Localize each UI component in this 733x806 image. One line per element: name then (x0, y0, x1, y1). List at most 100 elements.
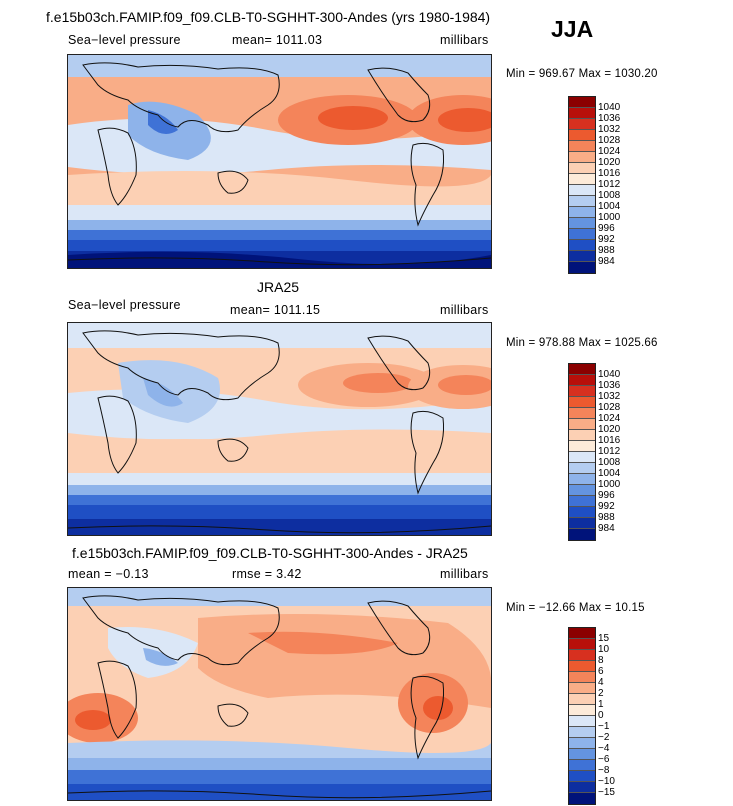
panel-3-colorbar-swatch-15 (569, 793, 595, 804)
panel-2-colorbar-swatch-6 (569, 430, 595, 441)
panel-2-colorbar-swatch-8 (569, 452, 595, 463)
panel-3-units: millibars (440, 567, 489, 581)
panel-3-colorbar-label-2: 8 (598, 655, 604, 666)
panel-3-colorbar-swatch-8 (569, 716, 595, 727)
panel-1-colorbar (568, 96, 596, 274)
panel-3-colorbar-label-4: 4 (598, 677, 604, 688)
panel-3-colorbar-swatch-1 (569, 639, 595, 650)
panel-3-colorbar-swatch-5 (569, 683, 595, 694)
panel-1-colorbar-label-6: 1016 (598, 168, 621, 179)
panel-3-colorbar-label-1: 10 (598, 644, 610, 655)
panel-1-field (68, 55, 491, 268)
panel-1-colorbar-label-14: 984 (598, 256, 615, 267)
panel-1-colorbar-swatch-13 (569, 240, 595, 251)
panel-1-mean: mean= 1011.03 (232, 33, 323, 47)
panel-3-colorbar-label-9: −2 (598, 732, 610, 743)
panel-2-colorbar-swatch-1 (569, 375, 595, 386)
panel-3-rmse: rmse = 3.42 (232, 567, 302, 581)
panel-3-title: f.e15b03ch.FAMIP.f09_f09.CLB-T0-SGHHT-30… (72, 545, 468, 561)
panel-1-colorbar-label-13: 988 (598, 245, 615, 256)
panel-3-colorbar-label-0: 15 (598, 633, 610, 644)
panel-1-colorbar-swatch-7 (569, 174, 595, 185)
panel-2-colorbar-label-7: 1012 (598, 446, 621, 457)
panel-1-colorbar-swatch-2 (569, 119, 595, 130)
panel-1-colorbar-swatch-12 (569, 229, 595, 240)
panel-3-mean: mean = −0.13 (68, 567, 149, 581)
panel-1-colorbar-swatch-14 (569, 251, 595, 262)
panel-3-colorbar-label-14: −15 (598, 787, 615, 798)
panel-3-colorbar-label-13: −10 (598, 776, 615, 787)
panel-2-colorbar-label-3: 1028 (598, 402, 621, 413)
panel-1-colorbar-label-9: 1004 (598, 201, 621, 212)
panel-3-colorbar-swatch-10 (569, 738, 595, 749)
panel-3-colorbar-label-10: −4 (598, 743, 610, 754)
panel-2-colorbar (568, 363, 596, 541)
panel-2-colorbar-swatch-4 (569, 408, 595, 419)
panel-1-colorbar-swatch-6 (569, 163, 595, 174)
panel-1-colorbar-label-1: 1036 (598, 113, 621, 124)
panel-2-colorbar-swatch-5 (569, 419, 595, 430)
panel-3-colorbar-swatch-4 (569, 672, 595, 683)
panel-1-colorbar-label-12: 992 (598, 234, 615, 245)
panel-2-colorbar-swatch-3 (569, 397, 595, 408)
panel-2-colorbar-swatch-15 (569, 529, 595, 540)
panel-2-colorbar-label-9: 1004 (598, 468, 621, 479)
panel-1-colorbar-label-8: 1008 (598, 190, 621, 201)
panel-2-mean: mean= 1011.15 (230, 303, 321, 317)
panel-2-colorbar-label-6: 1016 (598, 435, 621, 446)
panel-3-colorbar-label-11: −6 (598, 754, 610, 765)
panel-2-colorbar-swatch-10 (569, 474, 595, 485)
panel-3-colorbar-swatch-14 (569, 782, 595, 793)
panel-1-colorbar-label-4: 1024 (598, 146, 621, 157)
panel-2-colorbar-swatch-7 (569, 441, 595, 452)
panel-2-colorbar-swatch-11 (569, 485, 595, 496)
panel-1-colorbar-swatch-3 (569, 130, 595, 141)
panel-3-map (67, 587, 492, 801)
panel-2-colorbar-label-2: 1032 (598, 391, 621, 402)
panel-1-colorbar-swatch-4 (569, 141, 595, 152)
panel-3-colorbar-labels: 15 10 8 6 4 2 1 0 −1 −2 −4 −6 −8 −10 −15 (598, 627, 615, 803)
panel-2-variable: Sea−level pressure (68, 298, 181, 312)
panel-1-colorbar-label-10: 1000 (598, 212, 621, 223)
panel-1-colorbar-swatch-11 (569, 218, 595, 229)
panel-1-colorbar-swatch-8 (569, 185, 595, 196)
panel-1-colorbar-swatch-0 (569, 97, 595, 108)
panel-1-colorbar-swatch-9 (569, 196, 595, 207)
panel-3-colorbar-label-7: 0 (598, 710, 604, 721)
panel-3-colorbar-label-12: −8 (598, 765, 610, 776)
panel-1-title: f.e15b03ch.FAMIP.f09_f09.CLB-T0-SGHHT-30… (46, 9, 491, 25)
panel-3-colorbar-label-6: 1 (598, 699, 604, 710)
panel-3-colorbar-swatch-3 (569, 661, 595, 672)
panel-3-colorbar (568, 627, 596, 805)
panel-2-units: millibars (440, 303, 489, 317)
panel-2-colorbar-swatch-0 (569, 364, 595, 375)
panel-3-colorbar-label-5: 2 (598, 688, 604, 699)
panel-3-colorbar-swatch-6 (569, 694, 595, 705)
panel-3-minmax: Min = −12.66 Max = 10.15 (506, 602, 645, 614)
panel-3-colorbar-swatch-2 (569, 650, 595, 661)
panel-3-field (68, 588, 491, 800)
panel-2-colorbar-swatch-13 (569, 507, 595, 518)
panel-3-colorbar-swatch-7 (569, 705, 595, 716)
panel-2-colorbar-swatch-9 (569, 463, 595, 474)
panel-2-colorbar-label-4: 1024 (598, 413, 621, 424)
panel-3-colorbar-swatch-13 (569, 771, 595, 782)
panel-1-colorbar-swatch-10 (569, 207, 595, 218)
panel-1-map (67, 54, 492, 269)
panel-1-colorbar-label-5: 1020 (598, 157, 621, 168)
panel-2-field (68, 323, 491, 535)
panel-1-variable: Sea−level pressure (68, 33, 181, 47)
panel-2-colorbar-label-12: 992 (598, 501, 615, 512)
panel-2-map (67, 322, 492, 536)
panel-2-colorbar-label-13: 988 (598, 512, 615, 523)
panel-1-units: millibars (440, 33, 489, 47)
panel-3-colorbar-swatch-12 (569, 760, 595, 771)
panel-2-colorbar-label-0: 1040 (598, 369, 621, 380)
panel-3-colorbar-label-3: 6 (598, 666, 604, 677)
panel-2-colorbar-label-14: 984 (598, 523, 615, 534)
panel-1-colorbar-swatch-15 (569, 262, 595, 273)
panel-1-colorbar-label-2: 1032 (598, 124, 621, 135)
panel-1-colorbar-label-0: 1040 (598, 102, 621, 113)
panel-1-colorbar-labels: 1040 1036 1032 1028 1024 1020 1016 1012 1008 1004… (598, 96, 620, 272)
panel-3-colorbar-swatch-11 (569, 749, 595, 760)
